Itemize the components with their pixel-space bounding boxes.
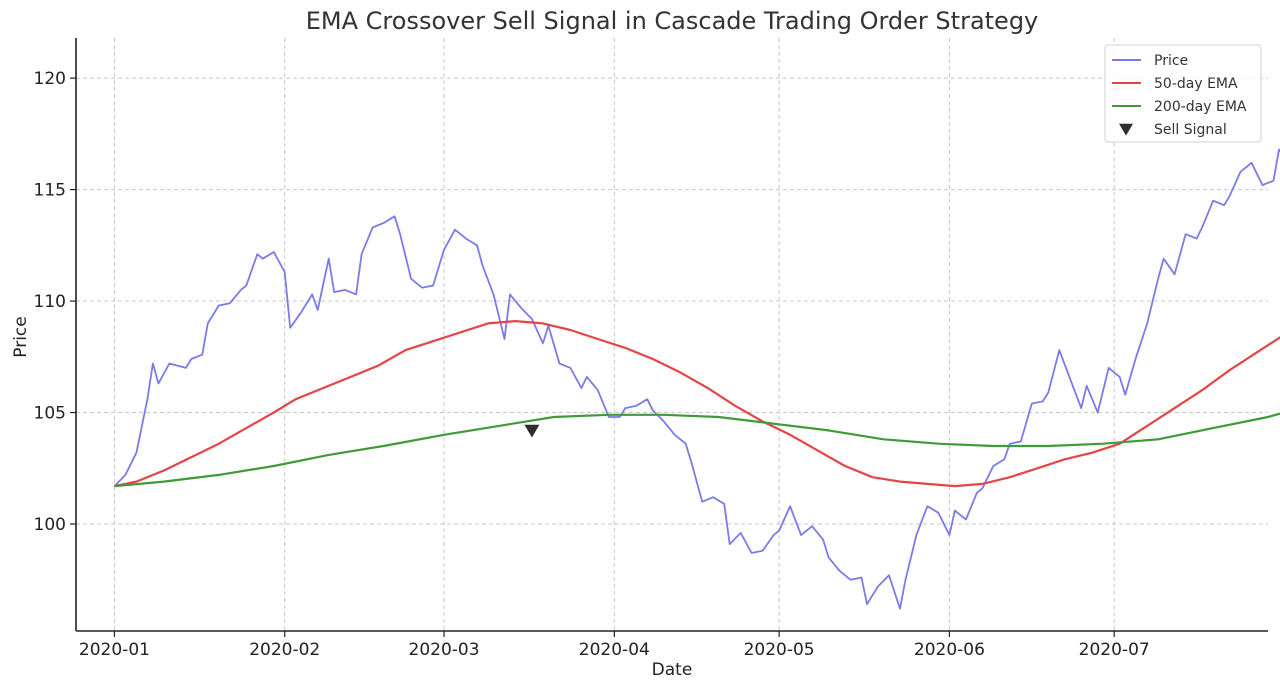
x-tick-label: 2020-06 (914, 640, 985, 660)
y-tick-label: 110 (34, 292, 66, 312)
legend-label-price: Price (1154, 53, 1188, 69)
grid (76, 38, 1268, 631)
price-line (113, 148, 1280, 610)
y-tick-label: 100 (34, 515, 66, 535)
axes (75, 38, 1268, 632)
legend: Price 50-day EMA 200-day EMA Sell Signal (1104, 44, 1262, 143)
x-tick-label: 2020-01 (79, 640, 150, 660)
legend-marker-sell-signal (1119, 123, 1133, 136)
legend-label-sell-signal: Sell Signal (1154, 122, 1227, 138)
x-tick-label: 2020-04 (579, 640, 650, 660)
x-tick-label: 2020-03 (409, 640, 480, 660)
y-axis-label: Price (11, 316, 31, 357)
ema-200-line (114, 412, 1280, 488)
sell-signal-marker (524, 424, 540, 438)
x-tick-label: 2020-02 (249, 640, 320, 660)
x-axis-label: Date (652, 660, 693, 680)
legend-box (1104, 44, 1262, 143)
chart-title: EMA Crossover Sell Signal in Cascade Tra… (306, 7, 1039, 35)
legend-label-ema-200: 200-day EMA (1154, 99, 1247, 115)
y-tick-label: 120 (34, 69, 66, 89)
y-tick-label: 115 (34, 181, 66, 201)
ticks: 100 105 110 115 120 2020-01 2020-02 2020-03 2020… (34, 69, 1150, 660)
y-tick-label: 105 (34, 404, 66, 424)
ema-50-line (114, 320, 1280, 488)
series-layer (113, 148, 1280, 610)
x-tick-label: 2020-07 (1079, 640, 1150, 660)
legend-label-ema-50: 50-day EMA (1154, 76, 1238, 92)
x-tick-label: 2020-05 (744, 640, 815, 660)
